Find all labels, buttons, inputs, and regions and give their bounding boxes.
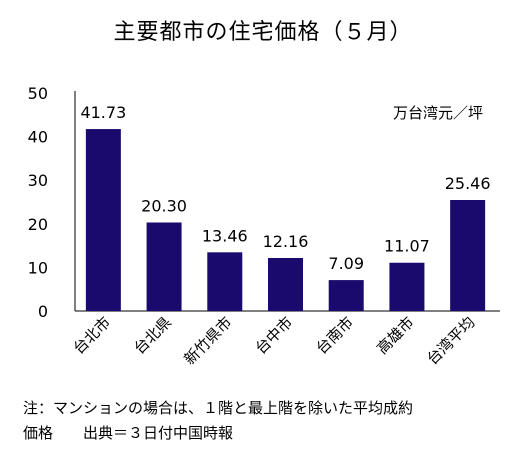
category-label: 新竹県市 [180, 313, 235, 368]
footnote-line-1: 注：マンションの場合は、１階と最上階を除いた平均成約 [23, 399, 414, 417]
category-label: 台北県 [130, 313, 175, 358]
bar-chart: 0 10 20 30 40 50 41.73 20.30 13.46 12.16 7.09 11.0… [28, 84, 500, 368]
bar-value-label: 12.16 [263, 232, 309, 251]
category-label: 高雄市 [373, 313, 418, 358]
category-label: 台中市 [252, 313, 297, 358]
unit-label: 万台湾元／坪 [393, 104, 483, 122]
footnote-line-2: 価格 出典＝３日付中国時報 [23, 424, 234, 442]
y-tick-label: 20 [28, 215, 48, 234]
category-label: 台北市 [70, 313, 115, 358]
y-tick-label: 0 [38, 302, 48, 321]
bar [450, 199, 486, 311]
bar [389, 262, 425, 311]
bar [85, 129, 121, 311]
bar-value-label: 7.09 [328, 254, 364, 273]
bar-value-label: 20.30 [141, 196, 187, 215]
y-tick-label: 40 [28, 128, 48, 147]
bar-value-label: 25.46 [445, 174, 491, 193]
bars [85, 129, 486, 311]
category-label: 台南市 [312, 313, 357, 358]
bar-value-label: 11.07 [384, 237, 430, 256]
bar-value-label: 13.46 [202, 226, 248, 245]
chart-title: 主要都市の住宅価格（５月） [113, 20, 413, 45]
bar-value-label: 41.73 [80, 103, 126, 122]
y-tick-label: 10 [28, 258, 48, 277]
category-label: 台湾平均 [423, 313, 478, 368]
bar [207, 252, 243, 311]
bar [146, 222, 182, 311]
bar [328, 280, 364, 311]
y-tick-labels: 0 10 20 30 40 50 [28, 84, 48, 321]
y-tick-label: 50 [28, 84, 48, 103]
bar [268, 257, 303, 311]
value-labels: 41.73 20.30 13.46 12.16 7.09 11.07 25.46 [80, 103, 490, 273]
y-tick-label: 30 [28, 171, 48, 190]
category-labels: 台北市 台北県 新竹県市 台中市 台南市 高雄市 台湾平均 [70, 313, 479, 368]
